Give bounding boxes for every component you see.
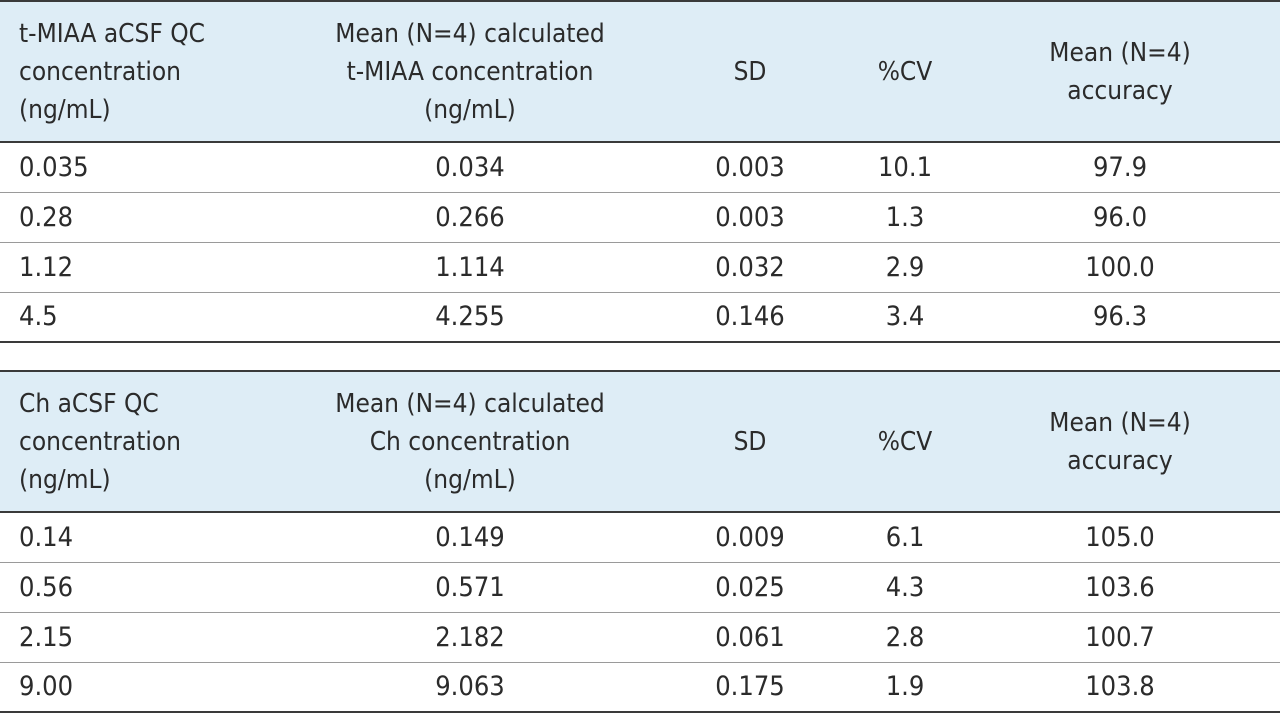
header-line: concentration (19, 56, 181, 87)
table-row: 2.15 2.182 0.061 2.8 100.7 (0, 612, 1280, 663)
header-line: %CV (877, 56, 933, 87)
header-line: (ng/mL) (19, 464, 111, 495)
header-cv: %CV (850, 370, 960, 513)
header-mean-accuracy: Mean (N=4) accuracy (960, 370, 1280, 513)
table-header-row: t-MIAA aCSF QC concentration (ng/mL) Mea… (0, 0, 1280, 143)
header-line: Mean (N=4) (1049, 407, 1191, 438)
cell-cv: 1.9 (850, 662, 960, 713)
cell-mean-calculated: 0.034 (290, 142, 650, 193)
cell-cv: 6.1 (850, 512, 960, 563)
cell-accuracy: 105.0 (960, 512, 1280, 563)
cell-qc-concentration: 0.56 (0, 562, 290, 613)
cell-accuracy: 97.9 (960, 142, 1280, 193)
header-sd: SD (650, 0, 850, 143)
cell-cv: 3.4 (850, 292, 960, 343)
cell-sd: 0.146 (650, 292, 850, 343)
cell-accuracy: 96.0 (960, 192, 1280, 243)
cell-mean-calculated: 0.149 (290, 512, 650, 563)
cell-sd: 0.025 (650, 562, 850, 613)
cell-qc-concentration: 2.15 (0, 612, 290, 663)
cell-cv: 1.3 (850, 192, 960, 243)
header-line: Ch aCSF QC (19, 388, 159, 419)
header-line: (ng/mL) (424, 464, 516, 495)
table-row: 0.035 0.034 0.003 10.1 97.9 (0, 142, 1280, 193)
cell-sd: 0.175 (650, 662, 850, 713)
header-mean-calculated-concentration: Mean (N=4) calculated t-MIAA concentrati… (290, 0, 650, 143)
cell-qc-concentration: 4.5 (0, 292, 290, 343)
header-qc-concentration: Ch aCSF QC concentration (ng/mL) (0, 370, 290, 513)
header-line: Ch concentration (369, 426, 571, 457)
table-row: 4.5 4.255 0.146 3.4 96.3 (0, 292, 1280, 343)
ch-qc-table: Ch aCSF QC concentration (ng/mL) Mean (N… (0, 370, 1280, 713)
cell-qc-concentration: 0.28 (0, 192, 290, 243)
table-row: 0.14 0.149 0.009 6.1 105.0 (0, 512, 1280, 563)
table-row: 1.12 1.114 0.032 2.9 100.0 (0, 242, 1280, 293)
cell-mean-calculated: 0.266 (290, 192, 650, 243)
header-line: (ng/mL) (19, 94, 111, 125)
header-line: accuracy (1067, 75, 1173, 106)
header-mean-accuracy: Mean (N=4) accuracy (960, 0, 1280, 143)
cell-qc-concentration: 0.14 (0, 512, 290, 563)
header-line: Mean (N=4) (1049, 37, 1191, 68)
t-miaa-qc-table: t-MIAA aCSF QC concentration (ng/mL) Mea… (0, 0, 1280, 343)
table-row: 0.56 0.571 0.025 4.3 103.6 (0, 562, 1280, 613)
header-sd: SD (650, 370, 850, 513)
header-line: t-MIAA concentration (346, 56, 594, 87)
header-line: accuracy (1067, 445, 1173, 476)
header-cv: %CV (850, 0, 960, 143)
header-mean-calculated-concentration: Mean (N=4) calculated Ch concentration (… (290, 370, 650, 513)
cell-accuracy: 100.0 (960, 242, 1280, 293)
cell-accuracy: 100.7 (960, 612, 1280, 663)
cell-qc-concentration: 0.035 (0, 142, 290, 193)
header-line: concentration (19, 426, 181, 457)
header-line: (ng/mL) (424, 94, 516, 125)
cell-qc-concentration: 1.12 (0, 242, 290, 293)
cell-cv: 2.9 (850, 242, 960, 293)
cell-sd: 0.003 (650, 142, 850, 193)
header-line: SD (733, 426, 767, 457)
cell-mean-calculated: 4.255 (290, 292, 650, 343)
cell-cv: 2.8 (850, 612, 960, 663)
table-row: 0.28 0.266 0.003 1.3 96.0 (0, 192, 1280, 243)
cell-accuracy: 103.8 (960, 662, 1280, 713)
cell-accuracy: 103.6 (960, 562, 1280, 613)
cell-sd: 0.003 (650, 192, 850, 243)
table-row: 9.00 9.063 0.175 1.9 103.8 (0, 662, 1280, 713)
cell-mean-calculated: 9.063 (290, 662, 650, 713)
cell-sd: 0.032 (650, 242, 850, 293)
cell-sd: 0.061 (650, 612, 850, 663)
header-line: t-MIAA aCSF QC (19, 18, 205, 49)
table-header-row: Ch aCSF QC concentration (ng/mL) Mean (N… (0, 370, 1280, 513)
cell-mean-calculated: 0.571 (290, 562, 650, 613)
header-line: SD (733, 56, 767, 87)
header-qc-concentration: t-MIAA aCSF QC concentration (ng/mL) (0, 0, 290, 143)
cell-cv: 10.1 (850, 142, 960, 193)
cell-sd: 0.009 (650, 512, 850, 563)
cell-mean-calculated: 2.182 (290, 612, 650, 663)
cell-qc-concentration: 9.00 (0, 662, 290, 713)
header-line: Mean (N=4) calculated (335, 388, 605, 419)
cell-mean-calculated: 1.114 (290, 242, 650, 293)
header-line: %CV (877, 426, 933, 457)
header-line: Mean (N=4) calculated (335, 18, 605, 49)
cell-cv: 4.3 (850, 562, 960, 613)
cell-accuracy: 96.3 (960, 292, 1280, 343)
